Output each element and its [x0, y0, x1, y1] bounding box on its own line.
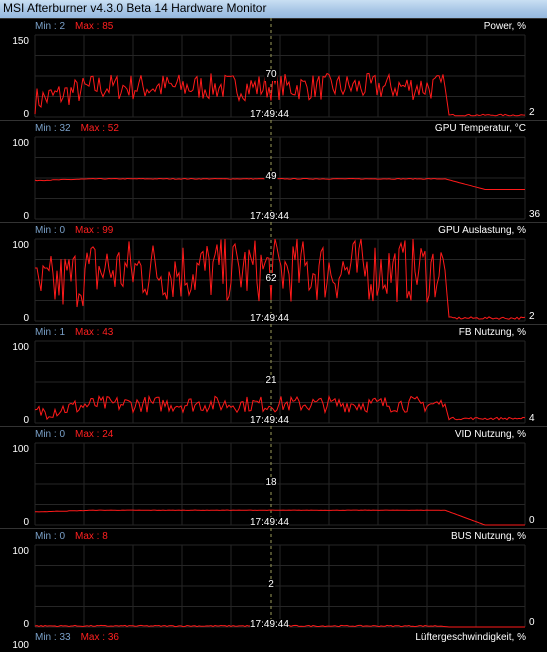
graph-min-label: Min : 0: [35, 429, 66, 440]
graph-title: GPU Temperatur, °C: [434, 123, 526, 134]
graph-grid: [34, 136, 526, 220]
graph-axis-max: 100: [12, 342, 29, 353]
graph-min-label: Min : 0: [35, 531, 66, 542]
graph-axis-max: 100: [12, 138, 29, 149]
graph-cursor-value: 2: [267, 579, 275, 592]
window-titlebar[interactable]: MSI Afterburner v4.3.0 Beta 14 Hardware …: [0, 0, 547, 19]
graph-current-value: 2: [529, 107, 535, 118]
graph-panel-fan-speed[interactable]: Min : 33 Max : 36 Lüftergeschwindigkeit, …: [0, 630, 547, 651]
graph-panel-power[interactable]: Min : 2 Max : 85 Power, % 150 0 70 17:49:44 2: [0, 18, 547, 121]
graph-canvas: [0, 120, 547, 222]
graph-grid: [34, 442, 526, 526]
graph-time-label: 17:49:44: [250, 415, 289, 427]
graph-axis-max: 100: [12, 546, 29, 557]
graph-time-label: 17:49:44: [250, 211, 289, 223]
graph-current-value: 4: [529, 413, 535, 424]
graph-max-label: Max : 8: [75, 531, 108, 542]
graph-axis-max: 100: [12, 240, 29, 251]
graph-current-value: 36: [529, 209, 541, 220]
graph-min-label: Min : 33: [35, 632, 71, 643]
graph-axis-max: 150: [12, 36, 29, 47]
graph-max-label: Max : 43: [75, 327, 114, 338]
graph-trace: [35, 238, 526, 321]
graph-axis-min: 0: [23, 619, 29, 630]
graph-title: FB Nutzung, %: [458, 327, 526, 338]
graph-current-value: 0: [529, 617, 535, 628]
graph-trace: [34, 72, 526, 117]
graph-cursor-value: 62: [264, 273, 278, 286]
graph-title: GPU Auslastung, %: [438, 225, 526, 236]
graph-axis-min: 0: [23, 313, 29, 324]
graph-trace: [35, 509, 525, 526]
graph-axis-max: 100: [12, 444, 29, 455]
graph-max-label: Max : 99: [75, 225, 114, 236]
graph-panel-gpu-load[interactable]: Min : 0 Max : 99 GPU Auslastung, % 100 0 62 17…: [0, 222, 547, 325]
graph-min-label: Min : 2: [35, 21, 66, 32]
graph-min-label: Min : 0: [35, 225, 66, 236]
graph-trace: [34, 177, 525, 190]
graph-panel-bus-usage[interactable]: Min : 0 Max : 8 BUS Nutzung, % 100 0 2 17:49:4…: [0, 528, 547, 631]
graph-min-label: Min : 1: [35, 327, 66, 338]
graph-time-label: 17:49:44: [250, 619, 289, 631]
graph-grid: [34, 238, 526, 322]
graph-grid: [34, 34, 526, 118]
graph-axis-max: 100: [12, 640, 29, 651]
graph-max-label: Max : 24: [75, 429, 114, 440]
graph-title: Power, %: [483, 21, 526, 32]
graph-trace: [34, 394, 526, 421]
graph-current-value: 2: [529, 311, 535, 322]
graph-time-label: 17:49:44: [250, 109, 289, 121]
graph-panel-gpu-temp[interactable]: Min : 32 Max : 52 GPU Temperatur, °C 100 0 49…: [0, 120, 547, 223]
graph-axis-min: 0: [23, 415, 29, 426]
graph-cursor-value: 21: [264, 375, 278, 388]
graph-grid: [34, 340, 526, 424]
graph-title: Lüftergeschwindigkeit, %: [415, 632, 526, 643]
graph-canvas: [0, 528, 547, 630]
graph-cursor-value: 49: [264, 171, 278, 184]
graph-minmax: Min : 0 Max : 99: [35, 225, 113, 237]
graph-canvas: [0, 324, 547, 426]
graph-canvas: [0, 426, 547, 528]
graph-canvas: [0, 18, 547, 120]
window-title: MSI Afterburner v4.3.0 Beta 14 Hardware …: [3, 1, 267, 15]
graph-time-label: 17:49:44: [250, 313, 289, 325]
graph-title: BUS Nutzung, %: [450, 531, 526, 542]
graph-axis-min: 0: [23, 211, 29, 222]
graph-cursor-value: 18: [264, 477, 278, 490]
graph-cursor-value: 70: [264, 69, 278, 82]
graph-minmax: Min : 2 Max : 85: [35, 21, 113, 33]
graph-minmax: Min : 32 Max : 52: [35, 123, 119, 135]
graph-max-label: Max : 36: [80, 632, 119, 643]
graph-min-label: Min : 32: [35, 123, 71, 134]
graph-minmax: Min : 0 Max : 24: [35, 429, 113, 441]
graph-minmax: Min : 1 Max : 43: [35, 327, 113, 339]
graph-axis-min: 0: [23, 517, 29, 528]
graph-current-value: 0: [529, 515, 535, 526]
graph-panel-vid-usage[interactable]: Min : 0 Max : 24 VID Nutzung, % 100 0 18 17:49…: [0, 426, 547, 529]
graph-max-label: Max : 52: [80, 123, 119, 134]
graph-title: VID Nutzung, %: [454, 429, 526, 440]
graph-axis-min: 0: [23, 109, 29, 120]
graph-minmax: Min : 0 Max : 8: [35, 531, 108, 543]
graph-time-label: 17:49:44: [250, 517, 289, 529]
graph-grid: [34, 544, 526, 628]
graph-panel-fb-usage[interactable]: Min : 1 Max : 43 FB Nutzung, % 100 0 21 17:49:…: [0, 324, 547, 427]
graph-max-label: Max : 85: [75, 21, 114, 32]
